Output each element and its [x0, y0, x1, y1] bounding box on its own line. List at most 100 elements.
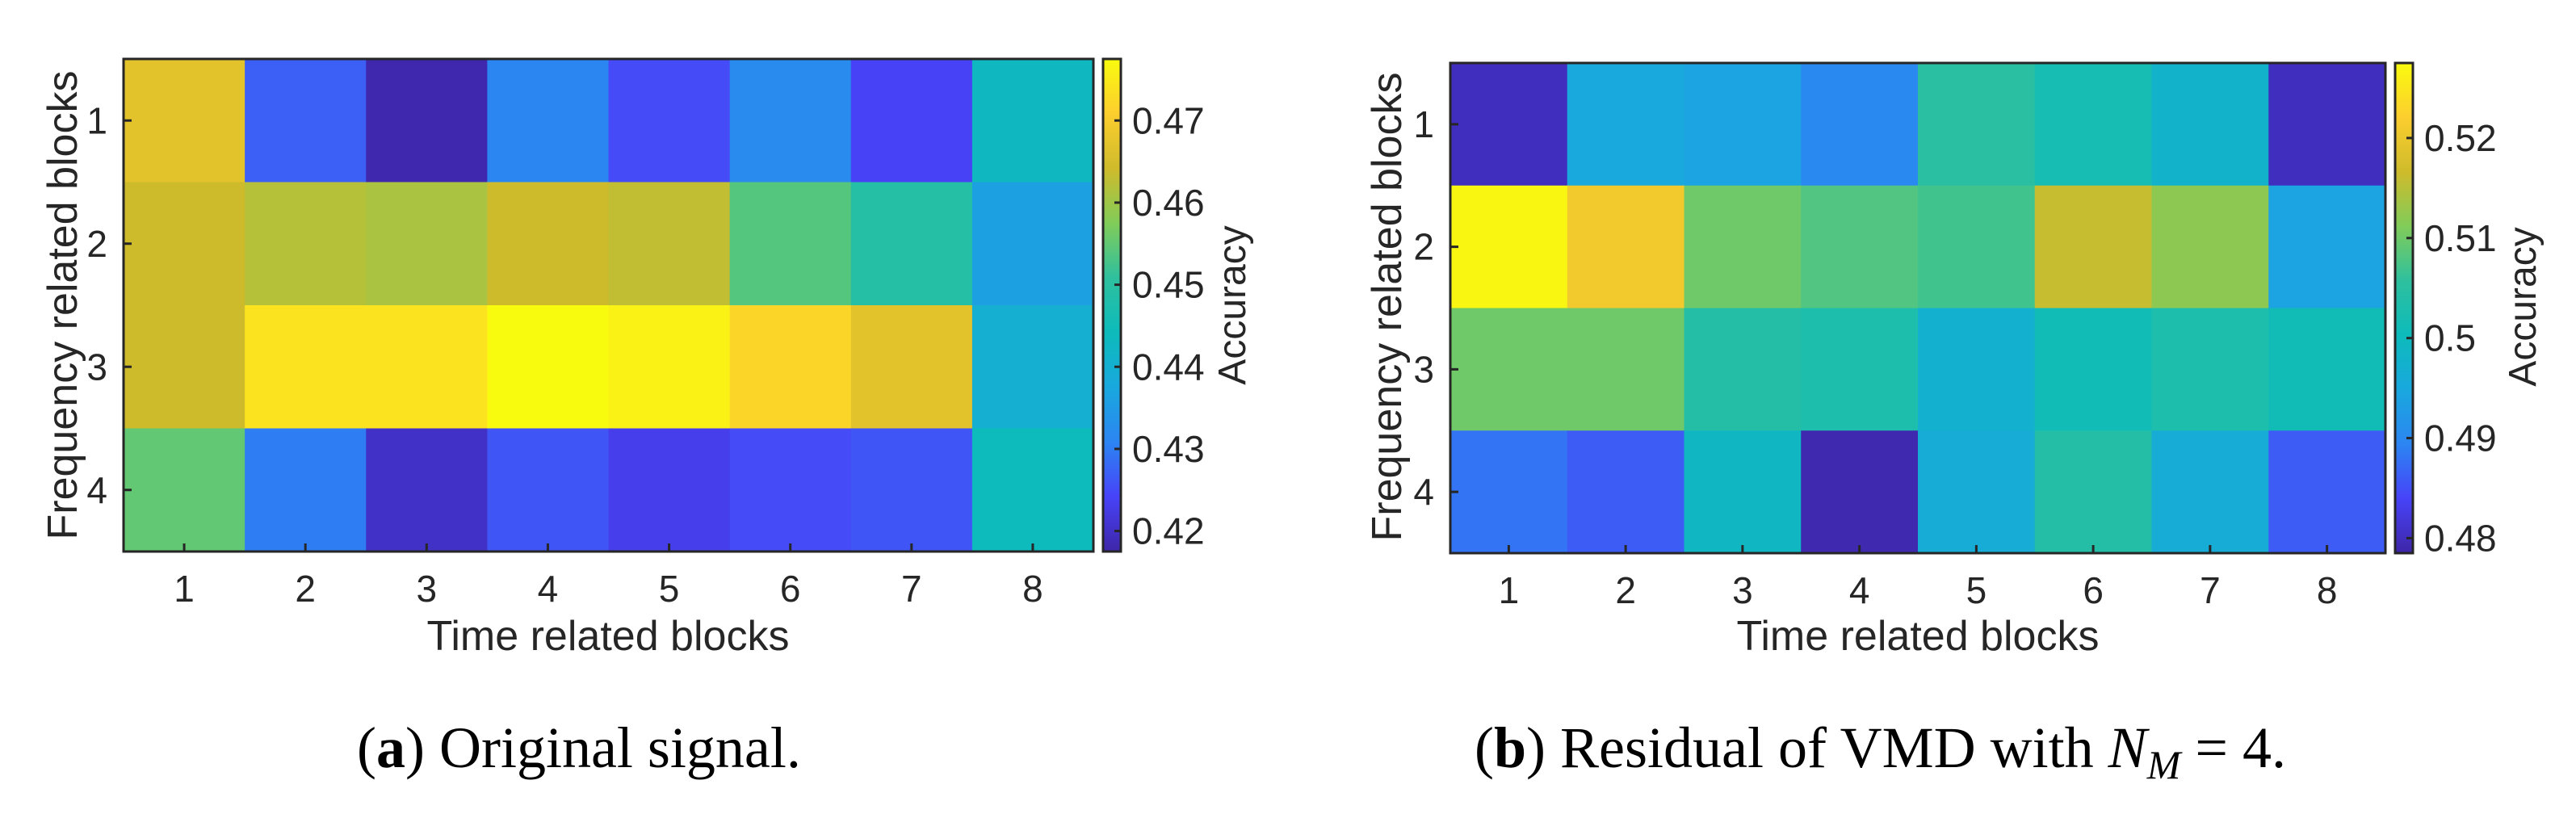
heatmap-cell-a-r2-c2: [245, 182, 367, 306]
heatmap-cell-b-r2-c2: [1567, 185, 1685, 309]
heatmap-cell-a-r4-c3: [366, 428, 488, 552]
y-axis-label-b: Frequency related blocks: [1364, 73, 1411, 542]
heatmap-cell-a-r1-c1: [124, 59, 245, 183]
plot-frame-b: [1449, 61, 2387, 555]
heatmap-cells-b: [1450, 63, 2386, 554]
x-tick-label-a: 2: [295, 568, 316, 610]
heatmap-cell-a-r2-c1: [124, 182, 245, 306]
x-tick-label-b: 4: [1849, 569, 1870, 611]
caption-a-letter: a: [376, 715, 405, 780]
y-tick-label-a: 1: [86, 99, 107, 141]
heatmap-cell-a-r3-c5: [608, 305, 731, 430]
caption-b-text: Residual of VMD with: [1546, 715, 2108, 780]
colorbar-ticks-a: 0.47 0.46 0.45 0.44 0.43 0.42: [1114, 99, 1205, 552]
y-tick-labels-a: 1 2 3 4: [86, 99, 132, 511]
heatmap-cell-a-r4-c5: [608, 428, 731, 552]
heatmap-cell-a-r1-c5: [608, 59, 731, 183]
colorbar-tick-label-a: 0.42: [1132, 510, 1205, 552]
colorbar-label-b: Accuracy: [2502, 227, 2545, 386]
y-tick-labels-b: 1 2 3 4: [1413, 103, 1458, 513]
heatmap-cell-b-r2-c6: [2034, 185, 2153, 309]
x-tick-label-a: 3: [417, 568, 438, 610]
y-tick-label-b: 4: [1413, 471, 1434, 513]
colorbar-frame-b: [2393, 61, 2414, 555]
colorbar-a: 0.47 0.46 0.45 0.44 0.43 0.42 Accuracy: [1101, 57, 1254, 553]
colorbar-tick-label-a: 0.47: [1132, 99, 1205, 141]
x-tick-label-a: 1: [174, 568, 195, 610]
heatmap-cell-b-r4-c6: [2034, 430, 2153, 554]
y-tick-label-a: 4: [86, 469, 107, 511]
colorbar-tick-label-a: 0.46: [1132, 182, 1205, 224]
colorbar-tick-label-b: 0.48: [2424, 517, 2497, 559]
heatmap-cell-a-r1-c6: [729, 59, 852, 183]
heatmap-cell-b-r3-c8: [2268, 308, 2386, 431]
heatmap-cell-b-r4-c8: [2268, 430, 2386, 554]
caption-b-letter: b: [1494, 715, 1526, 780]
heatmap-cell-a-r4-c8: [971, 428, 1094, 552]
x-tick-labels-b: 1 2 3 4 5 6 7 8: [1499, 545, 2338, 611]
caption-b-math-tail: = 4.: [2180, 715, 2286, 780]
heatmap-cell-b-r2-c1: [1450, 185, 1568, 309]
heatmap-cell-b-r3-c6: [2034, 308, 2153, 431]
caption-a-text: Original signal.: [425, 715, 801, 780]
heatmap-cell-a-r2-c8: [971, 182, 1094, 306]
heatmap-cell-b-r4-c7: [2151, 430, 2269, 554]
x-axis-label-b: Time related blocks: [1737, 613, 2100, 660]
heatmap-cell-b-r4-c1: [1450, 430, 1568, 554]
x-tick-label-b: 8: [2317, 569, 2338, 611]
heatmap-cell-a-r4-c4: [487, 428, 610, 552]
heatmap-cell-b-r2-c7: [2151, 185, 2269, 309]
colorbar-frame-a: [1101, 57, 1122, 553]
heatmap-panel-b: 1 2 3 4 5 6 7 8 1 2 3 4 Time related blocks Freque…: [1364, 61, 2545, 787]
heatmap-cell-b-r2-c4: [1801, 185, 1919, 309]
heatmap-cell-a-r3-c6: [729, 305, 852, 430]
y-tick-label-a: 3: [86, 346, 107, 388]
y-axis-label-a: Frequency related blocks: [40, 71, 86, 540]
heatmap-cell-b-r1-c6: [2034, 63, 2153, 187]
caption-a: (a) Original signal.: [357, 715, 801, 780]
heatmap-cell-a-r1-c7: [850, 59, 973, 183]
heatmap-cell-a-r1-c8: [971, 59, 1094, 183]
heatmap-cell-b-r3-c7: [2151, 308, 2269, 431]
x-tick-labels-a: 1 2 3 4 5 6 7 8: [174, 543, 1043, 610]
caption-b: (b) Residual of VMD with NM = 4.: [1475, 715, 2286, 787]
heatmap-cell-b-r2-c5: [1918, 185, 2036, 309]
x-tick-label-b: 6: [2083, 569, 2104, 611]
heatmap-cell-b-r3-c3: [1684, 308, 1802, 431]
heatmap-cell-b-r1-c7: [2151, 63, 2269, 187]
heatmap-cell-a-r2-c3: [366, 182, 488, 306]
colorbar-b: 0.52 0.51 0.5 0.49 0.48 Accuracy: [2393, 61, 2545, 559]
x-tick-label-a: 4: [538, 568, 559, 610]
caption-b-math-sub: M: [2146, 742, 2183, 787]
colorbar-tick-label-b: 0.5: [2424, 317, 2476, 359]
heatmap-cell-b-r2-c8: [2268, 185, 2386, 309]
heatmap-cell-b-r4-c4: [1801, 430, 1919, 554]
heatmap-cell-a-r3-c2: [245, 305, 367, 430]
heatmap-cell-b-r3-c5: [1918, 308, 2036, 431]
heatmap-cell-b-r4-c3: [1684, 430, 1802, 554]
x-tick-label-b: 3: [1732, 569, 1753, 611]
heatmap-cell-b-r1-c1: [1450, 63, 1568, 187]
heatmap-cell-b-r1-c8: [2268, 63, 2386, 187]
y-tick-label-a: 2: [86, 223, 107, 265]
heatmap-cell-a-r3-c8: [971, 305, 1094, 430]
colorbar-gradient-a: [1103, 59, 1121, 552]
heatmap-cell-a-r4-c6: [729, 428, 852, 552]
y-tick-label-b: 2: [1413, 226, 1434, 268]
heatmap-cell-a-r3-c1: [124, 305, 245, 430]
heatmap-cell-a-r2-c6: [729, 182, 852, 306]
heatmap-cell-a-r3-c7: [850, 305, 973, 430]
heatmap-cell-b-r4-c2: [1567, 430, 1685, 554]
heatmap-cell-b-r3-c1: [1450, 308, 1568, 431]
heatmap-cell-b-r3-c4: [1801, 308, 1919, 431]
heatmap-cell-b-r1-c5: [1918, 63, 2036, 187]
x-tick-label-b: 7: [2200, 569, 2221, 611]
plot-frame-a: [122, 57, 1095, 553]
heatmap-cell-a-r4-c1: [124, 428, 245, 552]
x-tick-label-a: 6: [780, 568, 801, 610]
heatmap-cell-a-r1-c3: [366, 59, 488, 183]
heatmap-cell-a-r1-c4: [487, 59, 610, 183]
y-tick-label-b: 3: [1413, 348, 1434, 390]
colorbar-tick-label-a: 0.44: [1132, 346, 1205, 388]
